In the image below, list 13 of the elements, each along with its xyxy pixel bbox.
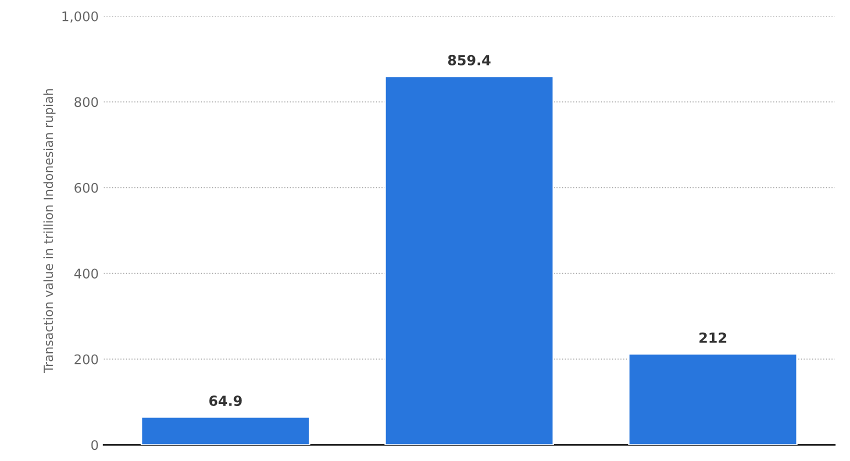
- data-label: 64.9: [209, 396, 242, 406]
- bar: [384, 76, 554, 445]
- bar: [140, 416, 310, 445]
- y-tick-label: 200: [74, 354, 98, 364]
- y-tick-label: 1,000: [62, 11, 98, 23]
- y-tick-label: 800: [74, 97, 98, 108]
- y-axis-title: Transaction value in trillion Indonesian rupiah: [43, 89, 56, 373]
- data-label: 859.4: [448, 54, 491, 66]
- bar: [628, 353, 798, 445]
- data-label: 212: [699, 332, 726, 343]
- y-tick-label: 400: [74, 268, 98, 279]
- y-tick-label: 600: [74, 182, 98, 193]
- y-tick-label: 0: [91, 440, 98, 450]
